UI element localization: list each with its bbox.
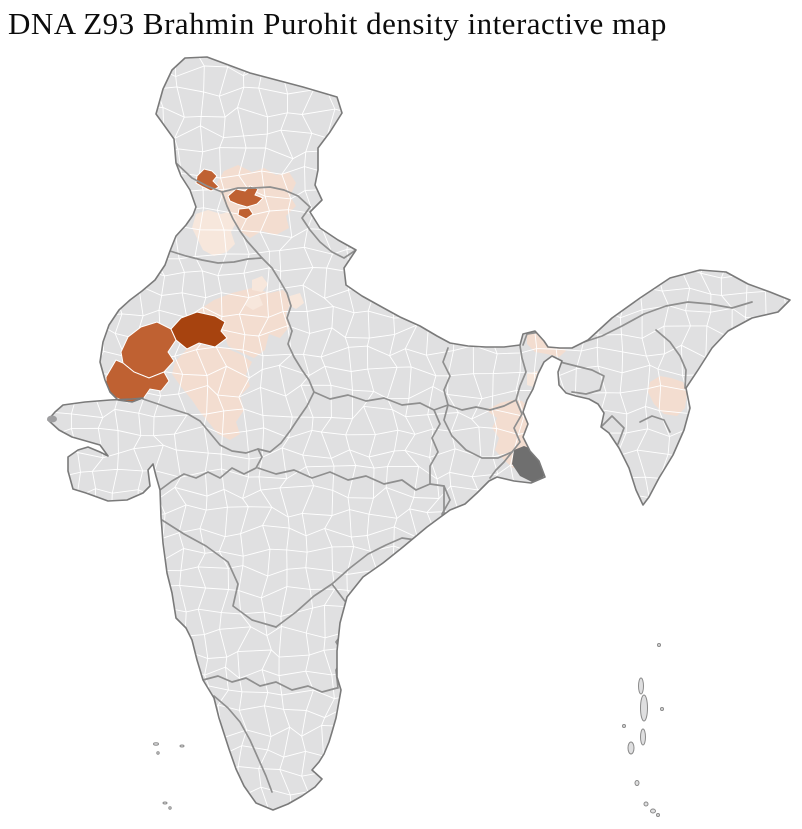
district-region-region-plain-patch-c[interactable] [288,293,304,309]
district-region-region-plain-patch-b[interactable] [245,295,263,310]
district-region-region-desert-dark[interactable] [170,311,228,350]
district-region-region-plain-patch-a[interactable] [252,276,268,292]
india-outline [47,56,791,811]
district-region-region-jammu-small[interactable] [195,168,220,192]
district-region-region-sw-aravalli[interactable] [172,344,252,440]
district-region-region-himachal-small[interactable] [237,207,254,220]
map-title: DNA Z93 Brahmin Purohit density interact… [8,6,667,41]
coastal-creek-patch [47,415,57,423]
district-region-region-himachal-main[interactable] [227,185,264,208]
island-chains [153,643,664,817]
